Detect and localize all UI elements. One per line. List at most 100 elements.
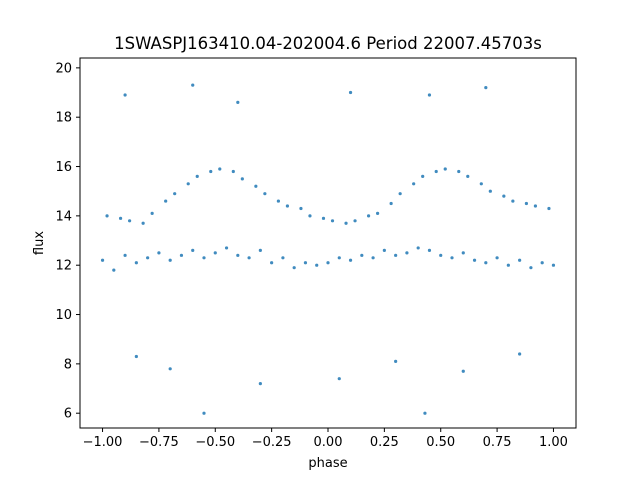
data-point [398,192,402,196]
data-point [360,253,364,257]
x-tick-label: 0.00 [314,435,343,450]
data-point [292,266,296,270]
data-point [376,211,380,215]
data-point [146,256,150,260]
data-point [427,93,432,97]
data-point [240,177,244,181]
data-point [394,253,398,257]
data-point [134,261,138,265]
data-point [270,261,274,265]
data-point [134,354,138,359]
data-point [551,263,556,267]
data-point [258,248,262,252]
x-tick-label: 1.00 [539,435,568,450]
data-point [412,182,416,186]
data-point [506,263,510,267]
data-point [461,251,465,255]
data-point [461,369,465,373]
data-point [164,199,168,203]
data-point [330,219,335,223]
data-point [518,352,522,356]
data-point [511,199,515,203]
data-point [236,100,240,104]
data-point [123,93,127,97]
data-point [547,206,551,211]
y-tick-label: 16 [55,160,72,175]
data-point [495,256,499,260]
x-tick-label: 0.75 [483,435,512,450]
data-point [337,256,341,260]
x-tick-label: −0.50 [195,435,235,450]
data-point [405,251,409,255]
data-point [179,253,184,257]
data-point [479,182,483,186]
data-point [202,411,206,415]
data-point [533,204,538,208]
data-point [263,192,267,196]
y-tick-label: 12 [55,259,72,274]
data-point [118,216,123,220]
data-point [285,204,290,208]
data-point [303,261,308,265]
chart-title: 1SWASPJ163410.04-202004.6 Period 22007.4… [114,34,542,53]
data-point [371,256,375,260]
data-point [529,266,533,270]
data-point [168,258,172,262]
data-point [173,192,177,196]
data-point [141,221,145,225]
data-point [308,214,312,218]
data-point [434,169,438,174]
data-point [389,201,393,206]
data-point [231,169,235,174]
data-point [344,221,348,225]
data-point [353,219,357,223]
data-point [191,83,195,87]
x-tick-label: −0.25 [252,435,292,450]
data-point [502,194,506,198]
y-tick-label: 14 [55,209,72,224]
data-point [394,359,398,363]
data-point [326,261,330,265]
y-tick-label: 10 [55,308,72,323]
data-point [450,256,454,260]
data-points-layer [100,83,556,415]
y-axis-label: flux [32,231,47,255]
data-point [427,248,432,252]
data-point [218,167,222,171]
data-point [457,169,461,174]
x-tick-label: 0.50 [426,435,455,450]
data-point [382,248,386,252]
data-point [213,251,217,255]
data-point [315,263,319,267]
data-point [443,167,447,171]
x-tick-label: 0.25 [370,435,399,450]
data-point [337,377,341,381]
data-point [105,214,109,218]
data-point [472,258,477,262]
data-point [195,174,199,178]
data-point [416,246,420,250]
data-point [100,258,105,262]
data-point [423,411,427,415]
y-tick-label: 8 [64,357,72,372]
data-point [224,246,229,250]
data-point [348,90,353,95]
data-point [484,86,488,90]
data-point [484,261,488,265]
data-point [321,216,326,220]
data-point [524,201,529,206]
data-point [518,258,522,262]
data-point [247,256,251,260]
data-point [168,367,172,371]
x-tick-label: −0.75 [139,435,179,450]
y-tick-label: 20 [55,61,72,76]
data-point [439,253,443,257]
data-point [348,258,353,262]
data-point [258,382,262,386]
data-point [112,268,116,272]
data-point [299,206,303,211]
data-point [466,174,470,178]
y-tick-label: 6 [64,407,72,422]
x-tick-label: −1.00 [83,435,123,450]
